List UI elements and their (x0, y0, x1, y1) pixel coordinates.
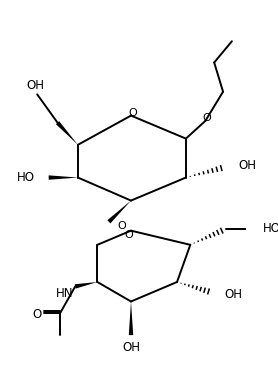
Text: O: O (128, 108, 137, 118)
Text: O: O (203, 113, 212, 123)
Text: HO: HO (263, 222, 278, 235)
Text: HO: HO (16, 171, 34, 184)
Text: O: O (117, 221, 126, 231)
Polygon shape (129, 302, 133, 335)
Text: O: O (33, 308, 42, 321)
Polygon shape (49, 175, 78, 180)
Text: OH: OH (26, 79, 44, 92)
Text: O: O (125, 230, 134, 240)
Text: HN: HN (56, 287, 73, 300)
Text: OH: OH (238, 159, 256, 172)
Polygon shape (107, 201, 131, 223)
Text: OH: OH (122, 341, 140, 354)
Polygon shape (75, 282, 97, 289)
Polygon shape (56, 121, 78, 145)
Text: OH: OH (225, 288, 243, 301)
